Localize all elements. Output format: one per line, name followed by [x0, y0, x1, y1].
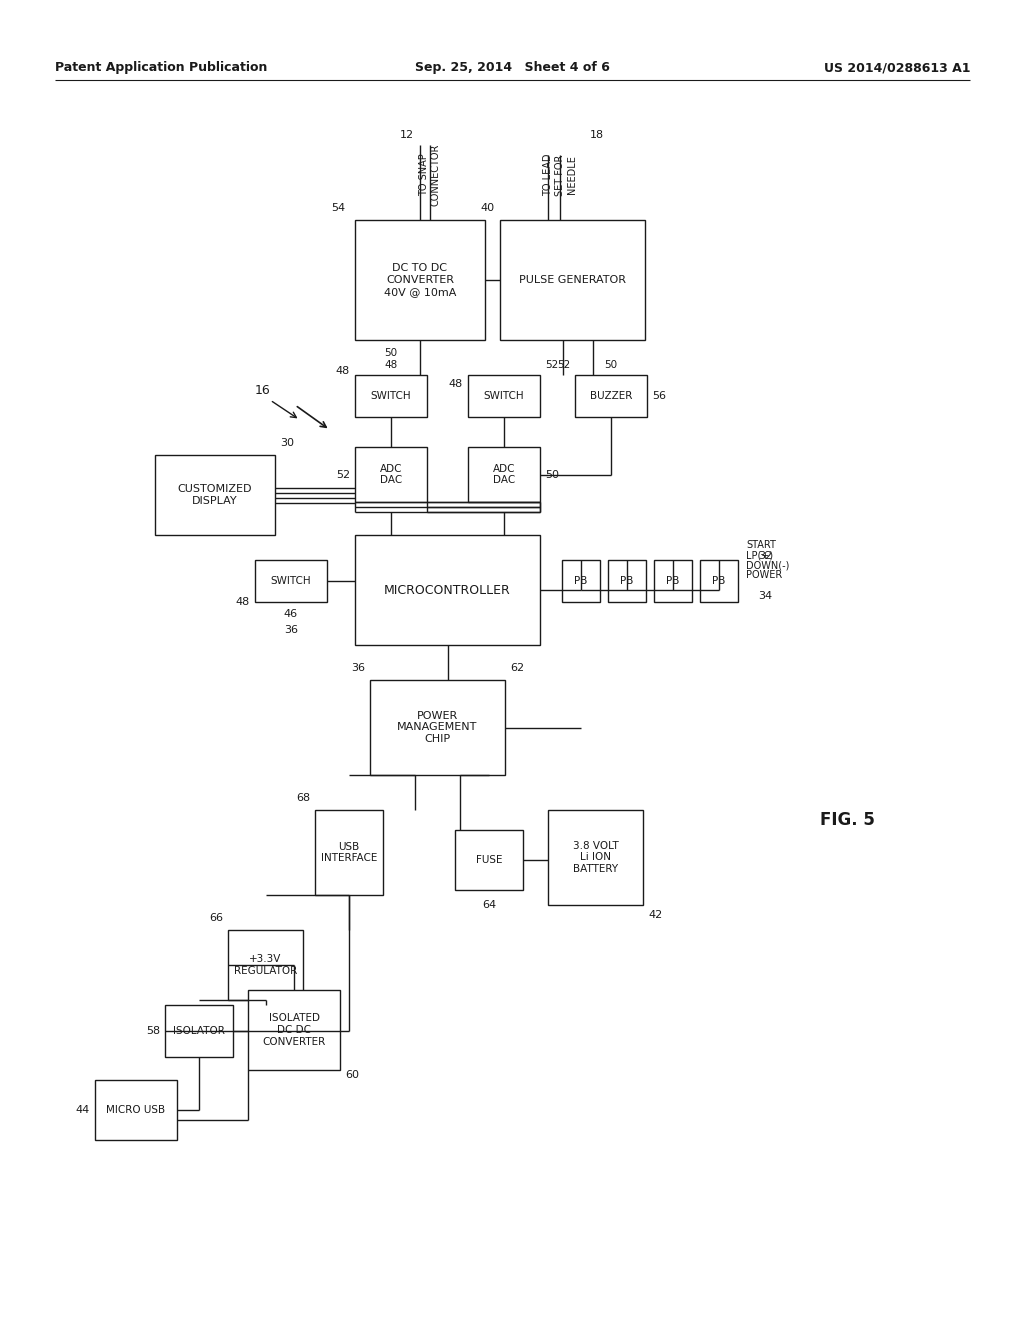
Bar [355, 375, 427, 417]
Text: 3.8 VOLT
Li ION
BATTERY: 3.8 VOLT Li ION BATTERY [572, 841, 618, 874]
Text: PB: PB [713, 576, 726, 586]
Text: SWITCH: SWITCH [483, 391, 524, 401]
Bar [608, 560, 646, 602]
Text: 16: 16 [255, 384, 270, 396]
Bar [95, 1080, 177, 1140]
Text: PB: PB [621, 576, 634, 586]
Text: 50: 50 [604, 360, 617, 370]
Bar [228, 931, 303, 1001]
Text: FIG. 5: FIG. 5 [820, 810, 874, 829]
Text: SWITCH: SWITCH [371, 391, 412, 401]
Text: US 2014/0288613 A1: US 2014/0288613 A1 [823, 62, 970, 74]
Text: 36: 36 [284, 624, 298, 635]
Text: 50: 50 [545, 470, 559, 479]
Text: Sep. 25, 2014 Sheet 4 of 6: Sep. 25, 2014 Sheet 4 of 6 [415, 62, 609, 74]
Text: 40: 40 [481, 203, 495, 213]
Text: 52: 52 [545, 360, 558, 370]
Text: 58: 58 [145, 1026, 160, 1036]
Bar [468, 447, 540, 502]
Text: 32: 32 [758, 550, 772, 561]
Text: 44: 44 [76, 1105, 90, 1115]
Text: Patent Application Publication: Patent Application Publication [55, 62, 267, 74]
Bar [500, 220, 645, 341]
Bar [155, 455, 275, 535]
Text: 50: 50 [384, 348, 397, 358]
Bar [355, 535, 540, 645]
Bar [355, 220, 485, 341]
Bar [355, 447, 427, 502]
Text: ADC
DAC: ADC DAC [380, 463, 402, 486]
Text: +3.3V
REGULATOR: +3.3V REGULATOR [233, 954, 297, 975]
Text: PB: PB [574, 576, 588, 586]
Text: 62: 62 [510, 663, 524, 673]
Bar [455, 830, 523, 890]
Text: 52: 52 [557, 360, 570, 370]
Bar [575, 375, 647, 417]
Text: 18: 18 [590, 129, 604, 140]
Bar [248, 990, 340, 1071]
Text: 48: 48 [384, 360, 397, 370]
Bar [468, 375, 540, 417]
Text: 42: 42 [648, 909, 663, 920]
Text: 48: 48 [336, 366, 350, 376]
Text: MICRO USB: MICRO USB [106, 1105, 166, 1115]
Text: FUSE: FUSE [476, 855, 502, 865]
Text: MICROCONTROLLER: MICROCONTROLLER [384, 583, 511, 597]
Text: PB: PB [667, 576, 680, 586]
Bar [654, 560, 692, 602]
Bar [255, 560, 327, 602]
Text: 46: 46 [284, 609, 298, 619]
Text: 64: 64 [482, 900, 496, 909]
Text: DC TO DC
CONVERTER
40V @ 10mA: DC TO DC CONVERTER 40V @ 10mA [384, 264, 456, 297]
Text: SWITCH: SWITCH [270, 576, 311, 586]
Bar [562, 560, 600, 602]
Text: 12: 12 [400, 129, 414, 140]
Text: TO SNAP
CONNECTOR: TO SNAP CONNECTOR [419, 144, 440, 206]
Bar [700, 560, 738, 602]
Text: 66: 66 [209, 913, 223, 923]
Text: 54: 54 [331, 203, 345, 213]
Text: ISOLATED
DC DC
CONVERTER: ISOLATED DC DC CONVERTER [262, 1014, 326, 1047]
Text: 68: 68 [296, 793, 310, 803]
Text: TO LEAD
SET FOR
NEEDLE: TO LEAD SET FOR NEEDLE [544, 153, 577, 197]
Text: ADC
DAC: ADC DAC [493, 463, 515, 486]
Text: CUSTOMIZED
DISPLAY: CUSTOMIZED DISPLAY [178, 484, 252, 506]
Text: 56: 56 [652, 391, 666, 401]
Text: USB
INTERFACE: USB INTERFACE [321, 842, 377, 863]
Text: DOWN(-): DOWN(-) [746, 560, 790, 570]
Bar [165, 1005, 233, 1057]
Text: PULSE GENERATOR: PULSE GENERATOR [519, 275, 626, 285]
Text: POWER: POWER [746, 570, 782, 579]
Text: 30: 30 [280, 438, 294, 447]
Text: 52: 52 [336, 470, 350, 479]
Text: 48: 48 [236, 597, 250, 607]
Text: 60: 60 [345, 1071, 359, 1080]
Bar [370, 680, 505, 775]
Text: BUZZER: BUZZER [590, 391, 632, 401]
Text: POWER
MANAGEMENT
CHIP: POWER MANAGEMENT CHIP [397, 711, 477, 744]
Text: ISOLATOR: ISOLATOR [173, 1026, 225, 1036]
Text: LP(+): LP(+) [746, 550, 773, 560]
Text: 36: 36 [351, 663, 365, 673]
Text: START: START [746, 540, 776, 550]
Bar [548, 810, 643, 906]
Text: 48: 48 [449, 379, 463, 389]
Text: 34: 34 [758, 591, 772, 601]
Bar [315, 810, 383, 895]
